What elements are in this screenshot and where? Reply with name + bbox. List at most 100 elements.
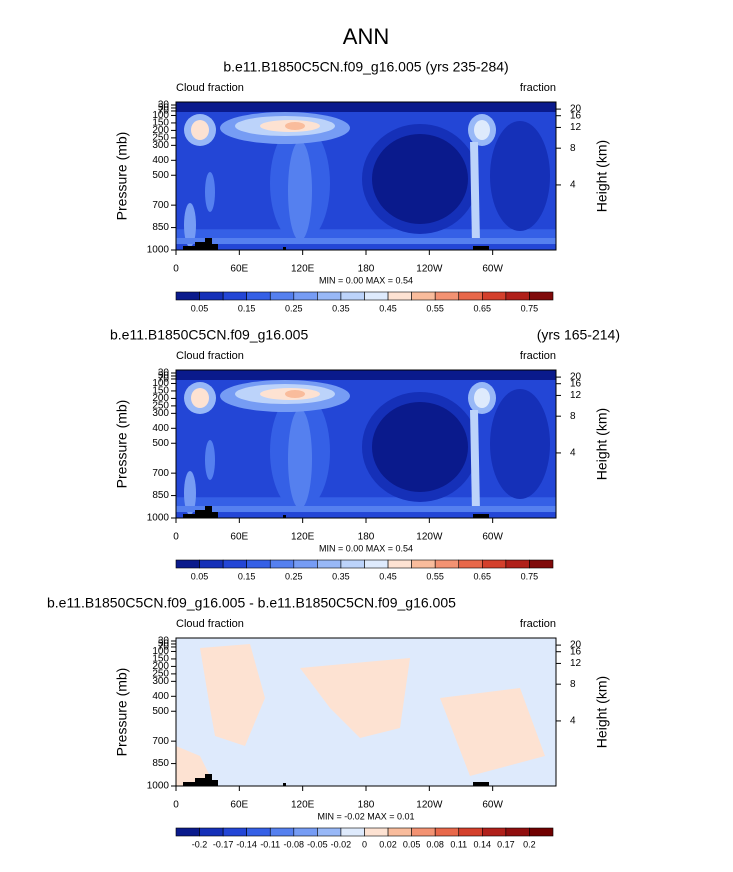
colorbar-box	[246, 559, 271, 569]
y-tick-label: 1000	[147, 781, 170, 792]
y-tick-label: 30	[158, 368, 170, 379]
colorbar-box	[293, 827, 318, 837]
contour-fill	[184, 471, 196, 515]
contour-fill	[176, 506, 556, 512]
colorbar-box	[387, 559, 412, 569]
stats: MIN = 0.00 MAX = 0.54	[319, 275, 413, 285]
y2-tick-label: 4	[570, 716, 576, 727]
colorbar-box	[434, 559, 460, 569]
colorbar-box	[364, 291, 389, 301]
x-tick-label: 180	[358, 264, 375, 275]
contour-field	[176, 102, 556, 250]
y2-tick-label: 4	[570, 180, 576, 191]
terrain	[473, 514, 489, 518]
colorbar-box	[222, 291, 247, 301]
colorbar-box	[269, 827, 295, 837]
y-tick-label: 50	[158, 639, 170, 650]
y2-tick-label: 16	[570, 110, 582, 121]
y-tick-label: 70	[158, 106, 170, 117]
y-tick-label: 300	[152, 140, 169, 151]
y-tick-label: 50	[158, 371, 170, 382]
terrain	[283, 247, 286, 250]
panel-title: b.e11.B1850C5CN.f09_g16.005 - b.e11.B185…	[47, 595, 456, 611]
colorbar-label: 0.14	[474, 839, 492, 849]
x-tick-label: 180	[358, 800, 375, 811]
x-tick-label: 180	[358, 532, 375, 543]
x-tick-label: 0	[173, 800, 179, 811]
y-tick-label: 30	[158, 636, 170, 647]
colorbar-label: 0.05	[403, 839, 421, 849]
y-axis-label: Pressure (mb)	[114, 668, 130, 757]
contour-fill	[300, 658, 410, 738]
y-tick-label: 100	[152, 378, 169, 389]
y-axis-label: Pressure (mb)	[114, 132, 130, 221]
y-tick-label: 400	[152, 691, 169, 702]
panel-title: b.e11.B1850C5CN.f09_g16.005	[110, 327, 308, 343]
colorbar-label: 0	[362, 839, 367, 849]
contour-fill	[288, 140, 312, 241]
y-tick-label: 100	[152, 110, 169, 121]
colorbar-label: -0.11	[260, 839, 280, 849]
right-label: fraction	[520, 82, 556, 94]
y-tick-label: 1000	[147, 513, 170, 524]
terrain	[283, 783, 286, 786]
y-tick-label: 300	[152, 408, 169, 419]
colorbar-label: 0.75	[521, 303, 539, 313]
y-tick-label: 850	[152, 222, 169, 233]
colorbar-label: 0.17	[497, 839, 515, 849]
left-label: Cloud fraction	[176, 350, 244, 362]
y2-tick-label: 20	[570, 640, 582, 651]
contour-fill	[372, 401, 468, 492]
colorbar-box	[293, 291, 318, 301]
y-tick-label: 150	[152, 654, 169, 665]
y2-axis-label: Height (km)	[594, 408, 610, 480]
y-tick-label: 1000	[147, 245, 170, 256]
colorbar-box	[411, 291, 436, 301]
contour-fill	[288, 408, 312, 509]
terrain	[283, 515, 286, 518]
y2-tick-label: 16	[570, 378, 582, 389]
colorbar-box	[505, 291, 530, 301]
colorbar-box	[340, 559, 365, 569]
contour-fill	[474, 388, 490, 408]
x-tick-label: 60W	[482, 532, 503, 543]
colorbar-box	[340, 827, 365, 837]
contour-fill	[205, 440, 215, 480]
y-tick-label: 150	[152, 386, 169, 397]
colorbar-box	[317, 827, 342, 837]
colorbar-box	[482, 559, 507, 569]
colorbar-box	[246, 827, 271, 837]
contour-fill	[176, 238, 556, 244]
colorbar-box	[482, 827, 507, 837]
contour-fill	[285, 122, 305, 130]
colorbar-label: -0.2	[192, 839, 208, 849]
x-tick-label: 60W	[482, 264, 503, 275]
x-tick-label: 60E	[230, 800, 248, 811]
contour-field	[176, 638, 556, 786]
figure-title: ANN	[343, 24, 389, 49]
colorbar-box	[458, 559, 483, 569]
terrain	[473, 246, 489, 250]
colorbar-box	[269, 291, 295, 301]
x-tick-label: 120E	[291, 800, 315, 811]
y-tick-label: 700	[152, 736, 169, 747]
colorbar-box	[340, 291, 365, 301]
y2-axis-label: Height (km)	[594, 676, 610, 748]
x-tick-label: 120W	[416, 532, 443, 543]
contour-fill	[184, 203, 196, 247]
y-tick-label: 100	[152, 646, 169, 657]
colorbar-label: -0.14	[236, 839, 257, 849]
colorbar-label: 0.05	[191, 303, 209, 313]
contour-fill	[200, 644, 265, 746]
x-tick-label: 60W	[482, 800, 503, 811]
colorbar-box	[199, 827, 224, 837]
colorbar-label: 0.45	[379, 571, 397, 581]
y-tick-label: 500	[152, 706, 169, 717]
contour-fill	[191, 120, 209, 140]
contour-fill	[183, 774, 218, 786]
contour-field	[176, 370, 556, 518]
y-tick-label: 400	[152, 155, 169, 166]
y-tick-label: 200	[152, 393, 169, 404]
x-tick-label: 120E	[291, 532, 315, 543]
